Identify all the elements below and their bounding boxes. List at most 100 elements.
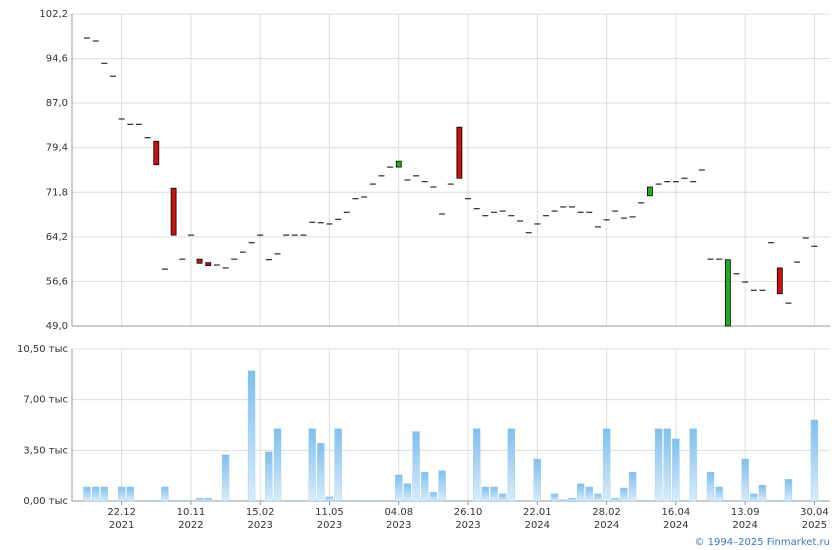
volume-bar bbox=[802, 500, 810, 502]
volume-bar bbox=[455, 500, 464, 502]
volume-bar bbox=[239, 500, 247, 502]
volume-bar bbox=[299, 500, 308, 502]
volume-bar bbox=[109, 500, 117, 502]
volume-bar bbox=[611, 497, 619, 502]
volume-bar bbox=[637, 500, 645, 502]
x-tick-label: 16.04 bbox=[662, 507, 691, 518]
x-tick-label: 2021 bbox=[109, 520, 134, 531]
y-tick-label: 71,8 bbox=[46, 187, 68, 198]
volume-bar bbox=[325, 496, 334, 502]
x-tick-label: 10.11 bbox=[177, 507, 206, 518]
volume-bar bbox=[178, 500, 186, 502]
volume-bar bbox=[663, 428, 671, 502]
volume-bar bbox=[559, 499, 567, 502]
volume-bar bbox=[213, 500, 221, 502]
volume-bar bbox=[100, 486, 108, 502]
volume-bar bbox=[403, 483, 412, 502]
x-tick-label: 15.02 bbox=[246, 507, 275, 518]
volume-bar bbox=[169, 500, 178, 502]
volume-bar bbox=[620, 487, 628, 502]
volume-bar bbox=[473, 428, 481, 502]
volume-bar bbox=[550, 493, 559, 502]
volume-bar bbox=[135, 500, 143, 502]
volume-bar bbox=[412, 431, 420, 502]
volume-bar bbox=[758, 484, 767, 502]
volume-bar bbox=[594, 493, 602, 502]
volume-bar bbox=[438, 470, 446, 502]
volume-bar bbox=[516, 500, 524, 502]
x-tick-label: 04.08 bbox=[384, 507, 413, 518]
volume-bar bbox=[689, 428, 697, 502]
volume-bar bbox=[291, 500, 299, 502]
volume-bar bbox=[308, 428, 316, 502]
volume-bar bbox=[265, 451, 273, 502]
volume-bar bbox=[83, 486, 91, 502]
y-tick-label: 10,50 тыс bbox=[17, 344, 68, 355]
volume-bar bbox=[490, 486, 498, 502]
volume-bar bbox=[221, 454, 230, 502]
y-tick-label: 3,50 тыс bbox=[23, 445, 68, 456]
x-tick-label: 22.12 bbox=[107, 507, 136, 518]
volume-bar bbox=[576, 483, 585, 502]
volume-bar bbox=[499, 493, 507, 502]
volume-bar bbox=[273, 428, 282, 502]
volume-bar bbox=[126, 486, 134, 502]
y-tick-label: 64,2 bbox=[46, 232, 68, 243]
x-tick-label: 2023 bbox=[386, 520, 411, 531]
footer[interactable]: © 1994–2025 Finmarket.ru bbox=[694, 537, 830, 548]
volume-bar bbox=[256, 500, 264, 502]
volume-bar bbox=[750, 493, 758, 502]
volume-bar bbox=[429, 492, 438, 502]
x-tick-label: 28.02 bbox=[592, 507, 621, 518]
volume-bar bbox=[334, 428, 342, 502]
x-tick-label: 2023 bbox=[247, 520, 272, 531]
volume-bar bbox=[715, 486, 723, 502]
volume-bar bbox=[784, 479, 793, 502]
volume-bar bbox=[533, 458, 541, 502]
volume-bar bbox=[628, 471, 637, 502]
volume-bar bbox=[92, 486, 100, 502]
volume-bar bbox=[585, 486, 593, 502]
volume-bar bbox=[317, 442, 325, 502]
candle-body bbox=[170, 187, 177, 236]
volume-bar bbox=[481, 486, 490, 502]
x-tick-label: 11.05 bbox=[315, 507, 344, 518]
volume-bar bbox=[602, 428, 611, 502]
volume-bar bbox=[724, 500, 732, 502]
volume-bar bbox=[568, 497, 576, 502]
candle-body bbox=[395, 160, 402, 168]
y-tick-label: 79,4 bbox=[46, 143, 68, 154]
x-tick-label: 2023 bbox=[455, 520, 480, 531]
y-tick-label: 49,0 bbox=[46, 321, 68, 332]
volume-bar bbox=[732, 500, 741, 502]
x-tick-label: 2022 bbox=[178, 520, 203, 531]
volume-bar bbox=[351, 500, 360, 502]
y-tick-label: 56,6 bbox=[46, 276, 68, 287]
candle-body bbox=[196, 258, 203, 264]
volume-bar bbox=[654, 428, 663, 502]
volume-bar bbox=[369, 500, 377, 502]
candle-body bbox=[724, 259, 731, 327]
x-tick-label: 2024 bbox=[663, 520, 688, 531]
volume-bar bbox=[421, 471, 429, 502]
volume-bar bbox=[395, 474, 403, 502]
volume-bar bbox=[680, 500, 689, 502]
volume-bar bbox=[247, 370, 256, 502]
x-tick-label: 22.01 bbox=[523, 507, 552, 518]
volume-bar bbox=[377, 500, 386, 502]
volume-bar bbox=[204, 497, 212, 502]
volume-bar bbox=[152, 500, 160, 502]
volume-bar bbox=[143, 500, 152, 502]
volume-bar bbox=[187, 500, 195, 502]
x-tick-label: 2025 bbox=[802, 520, 827, 531]
x-tick-label: 30.04 bbox=[800, 507, 829, 518]
volume-bar bbox=[507, 428, 515, 502]
candle-body bbox=[456, 126, 463, 179]
volume-bar bbox=[195, 497, 204, 502]
volume-bar bbox=[230, 500, 238, 502]
y-tick-label: 7,00 тыс bbox=[23, 395, 68, 406]
volume-bar bbox=[525, 500, 533, 502]
y-tick-label: 102,2 bbox=[39, 9, 68, 20]
x-tick-label: 2024 bbox=[732, 520, 757, 531]
